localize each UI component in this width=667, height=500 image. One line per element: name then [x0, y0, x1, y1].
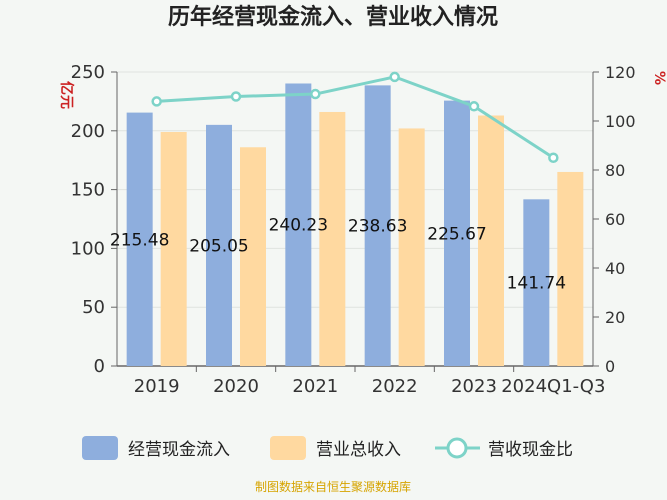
right-tick-label-60: 60 [605, 210, 625, 229]
data-label-2023: 225.67 [427, 224, 486, 244]
bar-cash-inflow-2022 [364, 85, 391, 366]
bar-cash-inflow-2024Q1-Q3 [523, 199, 550, 366]
bar-cash-inflow-2021 [285, 83, 312, 367]
line-revenue-cash-ratio [156, 75, 555, 160]
left-axis-ticks: 0 50 100 150 200 250 [71, 62, 117, 377]
line-point-2021 [310, 88, 321, 100]
data-label-2020: 205.05 [189, 236, 248, 256]
left-tick-label-250: 250 [71, 62, 105, 83]
chart-title: 历年经营现金流入、营业收入情况 [168, 4, 498, 30]
legend: 经营现金流入 营业总收入 营收现金比 [82, 436, 573, 460]
x-tick-label-2022: 2022 [372, 376, 418, 397]
x-axis-ticks: 2019 2020 2021 2022 2023 2024Q1-Q3 [134, 366, 605, 397]
right-tick-label-80: 80 [605, 161, 625, 180]
bar-cash-inflow-2019 [126, 112, 153, 366]
left-tick-label-150: 150 [71, 180, 105, 201]
left-tick-label-200: 200 [71, 121, 105, 142]
line-point-2022 [389, 71, 400, 83]
bar-total-revenue-2020 [240, 147, 266, 366]
data-label-2019: 215.48 [110, 230, 169, 250]
left-tick-label-0: 0 [94, 356, 105, 377]
left-tick-label-50: 50 [82, 297, 105, 318]
x-tick-label-2024Q1-Q3: 2024Q1-Q3 [501, 376, 605, 397]
right-axis-unit: % [651, 71, 667, 85]
line-point-2020 [230, 91, 242, 102]
data-label-layer: 215.48 205.05 240.23 238.63 225.67 141.74 [110, 216, 566, 294]
line-layer [151, 71, 559, 163]
bar-total-revenue-2023 [478, 115, 504, 367]
data-label-2022: 238.63 [348, 217, 407, 237]
line-point-2024Q1-Q3 [548, 152, 559, 163]
x-tick-label-2020: 2020 [213, 376, 259, 397]
legend-label-total-revenue: 营业总收入 [316, 440, 401, 460]
x-tick-label-2023: 2023 [451, 376, 497, 397]
legend-label-cash-inflow: 经营现金流入 [128, 440, 230, 460]
left-axis-unit: 亿元 [58, 81, 75, 109]
data-label-2021: 240.23 [269, 216, 328, 236]
x-tick-label-2021: 2021 [292, 376, 338, 397]
data-label-2024Q1-Q3: 141.74 [507, 274, 566, 294]
line-point-2023 [468, 101, 480, 112]
bar-total-revenue-2022 [398, 128, 425, 366]
bar-cash-inflow-2020 [206, 124, 232, 366]
right-tick-label-120: 120 [605, 63, 636, 82]
line-point-2019 [151, 96, 162, 107]
legend-marker-revenue-cash-ratio [446, 437, 468, 459]
bar-total-revenue-2021 [319, 111, 346, 366]
legend-swatch-cash-inflow [82, 436, 118, 460]
right-axis-ticks: 0 20 40 60 80 100 120 [593, 63, 636, 376]
legend-swatch-total-revenue [270, 436, 306, 460]
legend-label-revenue-cash-ratio: 营收现金比 [488, 440, 573, 460]
right-tick-label-100: 100 [605, 112, 636, 131]
right-tick-label-40: 40 [605, 259, 625, 278]
bar-layer [126, 83, 584, 367]
left-tick-label-100: 100 [71, 238, 105, 259]
right-tick-label-20: 20 [605, 308, 625, 327]
x-tick-label-2019: 2019 [134, 376, 180, 397]
right-tick-label-0: 0 [605, 357, 615, 376]
source-text: 制图数据来自恒生聚源数据库 [255, 479, 411, 494]
bar-total-revenue-2024Q1-Q3 [557, 171, 584, 366]
bar-cash-inflow-2023 [444, 100, 470, 366]
bar-total-revenue-2019 [160, 131, 187, 366]
